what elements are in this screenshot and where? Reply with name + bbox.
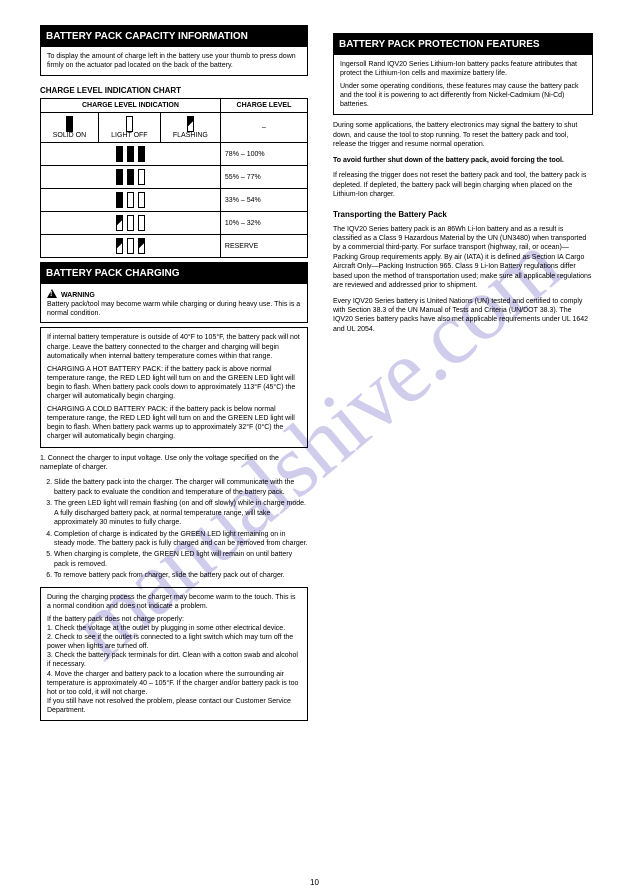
warning-label: WARNING: [61, 292, 95, 299]
chart-row-4: 10% – 32%: [41, 212, 308, 235]
t-line-3: 2. Check to see if the outlet is connect…: [47, 633, 301, 651]
section-header-charging: BATTERY PACK CHARGING: [40, 262, 308, 284]
step-3: The green LED light will remain flashing…: [54, 499, 308, 527]
chart-row-2: 55% – 77%: [41, 166, 308, 189]
section-header-battery-capacity: BATTERY PACK CAPACITY INFORMATION: [40, 25, 308, 47]
chart-row-1: 78% – 100%: [41, 143, 308, 166]
transport-heading: Transporting the Battery Pack: [333, 210, 593, 219]
step-6: To remove battery pack from charger, sli…: [54, 571, 308, 580]
transport-para-1: The IQV20 Series battery pack is an 86Wh…: [333, 225, 593, 291]
level-cell: 78% – 100%: [220, 143, 307, 166]
chart-title: CHARGE LEVEL INDICATION CHART: [40, 86, 308, 95]
chart-header-indication: CHARGE LEVEL INDICATION: [41, 99, 221, 113]
right-column: BATTERY PACK PROTECTION FEATURES Ingerso…: [333, 25, 593, 721]
t-line-0: During the charging process the charger …: [47, 593, 301, 611]
level-cell: 33% – 54%: [220, 189, 307, 212]
t-line-5: 4. Move the charger and battery pack to …: [47, 670, 301, 697]
charging-steps: Slide the battery pack into the charger.…: [40, 478, 308, 580]
t-line-6: If you still have not resolved the probl…: [47, 697, 301, 715]
warning-text: Battery pack/tool may become warm while …: [47, 301, 300, 317]
chart-header-row: CHARGE LEVEL INDICATION CHARGE LEVEL: [41, 99, 308, 113]
step-4: Completion of charge is indicated by the…: [54, 530, 308, 549]
prot-line-2: Under some operating conditions, these f…: [340, 82, 586, 109]
bar-flash-icon: [187, 116, 194, 132]
t-line-1: If the battery pack does not charge prop…: [47, 615, 301, 624]
bars-cell: [41, 235, 221, 258]
chart-header-level: CHARGE LEVEL: [220, 99, 307, 113]
step-5: When charging is complete, the GREEN LED…: [54, 550, 308, 569]
step-2: Slide the battery pack into the charger.…: [54, 478, 308, 497]
bars-cell: [41, 143, 221, 166]
temp-line-3: CHARGING A COLD BATTERY PACK: if the bat…: [47, 405, 301, 441]
step-intro: 1. Connect the charger to input voltage.…: [40, 454, 308, 473]
page-content: BATTERY PACK CAPACITY INFORMATION To dis…: [0, 0, 629, 736]
warning-box: WARNING Battery pack/tool may become war…: [40, 283, 308, 323]
prot-para-2: To avoid further shut down of the batter…: [333, 156, 593, 165]
bars-cell: [41, 212, 221, 235]
section-header-protection: BATTERY PACK PROTECTION FEATURES: [333, 33, 593, 55]
level-cell: RESERVE: [220, 235, 307, 258]
level-cell: 10% – 32%: [220, 212, 307, 235]
page-number: 10: [310, 878, 319, 887]
t-line-4: 3. Check the battery pack terminals for …: [47, 651, 301, 669]
temp-line-1: If internal battery temperature is outsi…: [47, 333, 301, 360]
protection-box: Ingersoll Rand IQV20 Series Lithium-Ion …: [333, 54, 593, 115]
troubleshooting-box: During the charging process the charger …: [40, 587, 308, 721]
legend-solid: SOLID ON: [41, 113, 99, 143]
prot-line-1: Ingersoll Rand IQV20 Series Lithium-Ion …: [340, 60, 586, 78]
legend-right: –: [220, 113, 307, 143]
temperature-box: If internal battery temperature is outsi…: [40, 327, 308, 447]
charge-level-chart: CHARGE LEVEL INDICATION CHARGE LEVEL SOL…: [40, 98, 308, 258]
legend-empty: LIGHT OFF: [98, 113, 160, 143]
level-cell: 55% – 77%: [220, 166, 307, 189]
chart-row-5: RESERVE: [41, 235, 308, 258]
bars-cell: [41, 166, 221, 189]
t-line-2: 1. Check the voltage at the outlet by pl…: [47, 624, 301, 633]
temp-line-2: CHARGING A HOT BATTERY PACK: if the batt…: [47, 365, 301, 401]
prot-para-1: During some applications, the battery el…: [333, 121, 593, 149]
bar-empty-icon: [126, 116, 133, 132]
capacity-instruction-box: To display the amount of charge left in …: [40, 46, 308, 76]
prot-para-3: If releasing the trigger does not reset …: [333, 171, 593, 199]
chart-row-3: 33% – 54%: [41, 189, 308, 212]
warning-triangle-icon: [47, 289, 57, 298]
transport-para-2: Every IQV20 Series battery is United Nat…: [333, 297, 593, 335]
chart-legend-row: SOLID ON LIGHT OFF FLASHING –: [41, 113, 308, 143]
left-column: BATTERY PACK CAPACITY INFORMATION To dis…: [40, 25, 308, 721]
legend-flash: FLASHING: [160, 113, 220, 143]
bar-solid-icon: [66, 116, 73, 132]
bars-cell: [41, 189, 221, 212]
